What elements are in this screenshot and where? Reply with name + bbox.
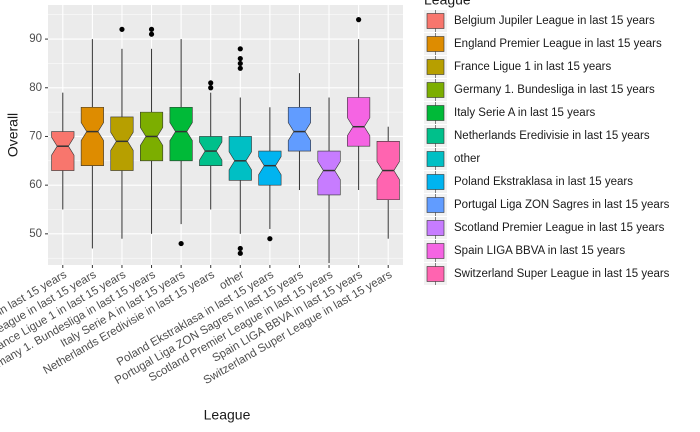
legend-label: Spain LIGA BBVA in last 15 years xyxy=(454,245,625,257)
y-axis-title: Overall xyxy=(5,113,21,157)
outlier xyxy=(356,17,362,23)
legend-key xyxy=(426,243,445,259)
x-axis-title: League xyxy=(204,407,251,423)
outlier xyxy=(208,85,214,91)
outlier xyxy=(208,80,214,86)
legend-key xyxy=(426,197,445,213)
outlier xyxy=(237,46,243,52)
outlier xyxy=(267,236,273,242)
y-tick-label: 50 xyxy=(29,228,42,240)
box xyxy=(317,150,341,196)
legend-label: Switzerland Super League in last 15 year… xyxy=(454,268,670,280)
outlier xyxy=(237,60,243,67)
legend-key xyxy=(426,105,445,121)
box xyxy=(287,106,311,152)
legend-key xyxy=(426,266,445,282)
y-tick-label: 80 xyxy=(29,82,42,94)
outlier xyxy=(237,250,243,256)
box xyxy=(169,106,193,162)
legend-key xyxy=(426,174,445,190)
legend-key xyxy=(426,128,445,144)
outlier xyxy=(237,65,243,71)
legend-key xyxy=(426,220,445,236)
legend-key xyxy=(426,13,445,29)
outlier xyxy=(148,26,155,32)
legend-key xyxy=(426,151,445,167)
box xyxy=(110,116,134,171)
outlier xyxy=(178,240,184,247)
y-tick-label: 90 xyxy=(29,33,42,45)
box xyxy=(80,106,104,166)
outlier xyxy=(148,31,155,37)
outlier xyxy=(119,26,125,32)
box xyxy=(51,131,75,171)
legend-key xyxy=(426,36,445,52)
legend-label: Germany 1. Bundesliga in last 15 years xyxy=(454,84,655,96)
legend-label: other xyxy=(454,153,480,165)
y-tick-label: 60 xyxy=(29,179,42,191)
legend-label: Poland Ekstraklasa in last 15 years xyxy=(454,176,633,188)
legend-title: League xyxy=(424,0,471,8)
legend-label: Scotland Premier League in last 15 years xyxy=(454,222,665,234)
panel xyxy=(48,5,403,265)
box xyxy=(228,136,252,181)
legend-label: France Ligue 1 in last 15 years xyxy=(454,61,612,73)
legend-label: Italy Serie A in last 15 years xyxy=(454,107,596,119)
legend-label: Netherlands Eredivisie in last 15 years xyxy=(454,130,650,142)
legend-key xyxy=(426,59,445,75)
box xyxy=(258,150,282,186)
y-tick-label: 70 xyxy=(29,130,42,142)
legend-label: Belgium Jupiler League in last 15 years xyxy=(454,15,655,27)
legend-key xyxy=(426,82,445,98)
legend-label: England Premier League in last 15 years xyxy=(454,38,662,50)
box xyxy=(347,97,371,147)
outlier xyxy=(237,245,243,252)
outlier xyxy=(237,55,243,62)
legend-label: Portugal Liga ZON Sagres in last 15 year… xyxy=(454,199,670,211)
